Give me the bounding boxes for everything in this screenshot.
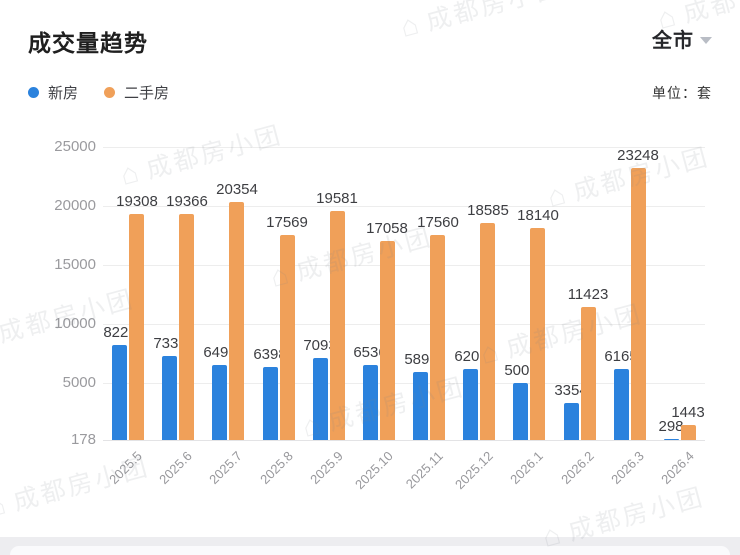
x-tick-label: 2025.5	[106, 448, 145, 488]
bar-new-2025.9[interactable]	[313, 358, 328, 440]
bar-value-label: 7336	[153, 335, 187, 352]
bar-new-2025.10[interactable]	[363, 365, 378, 440]
bar-value-label: 1443	[671, 404, 705, 421]
x-tick-label: 2025.6	[156, 448, 195, 488]
bar-value-label: 17560	[417, 214, 459, 231]
bar-new-2026.4[interactable]	[664, 439, 679, 440]
bar-secondhand-2025.6[interactable]	[179, 214, 194, 440]
legend-row: 新房 二手房 单位：套	[28, 82, 712, 103]
chart-header: 成交量趋势 全市	[28, 24, 712, 58]
bar-secondhand-2025.10[interactable]	[380, 241, 395, 440]
next-section-divider	[0, 537, 740, 555]
bar-new-2026.3[interactable]	[614, 369, 629, 440]
x-tick-label: 2026.3	[608, 448, 647, 488]
next-card-top-edge	[10, 546, 730, 555]
bar-value-label: 20354	[216, 181, 258, 198]
bar-new-2025.5[interactable]	[112, 345, 127, 440]
bar-value-label: 7093	[303, 337, 337, 354]
bar-value-label: 19366	[166, 193, 208, 210]
x-tick-label: 2026.1	[507, 448, 546, 488]
legend-label: 新房	[48, 85, 79, 102]
bar-value-label: 18585	[467, 202, 509, 219]
x-tick-label: 2025.11	[402, 448, 446, 492]
bar-secondhand-2026.4[interactable]	[681, 425, 696, 440]
grid-line	[103, 147, 705, 148]
x-tick-label: 2025.9	[307, 448, 346, 488]
bar-value-label: 5007	[504, 362, 538, 379]
bar-secondhand-2026.1[interactable]	[530, 228, 545, 440]
bar-value-label: 6165	[604, 348, 638, 365]
bar-new-2025.11[interactable]	[413, 372, 428, 440]
region-dropdown-value: 全市	[652, 30, 694, 52]
x-tick-label: 2026.2	[558, 448, 597, 488]
x-tick-label: 2025.10	[352, 448, 396, 493]
bar-value-label: 3354	[554, 382, 588, 399]
y-tick-label: 5000	[62, 374, 96, 391]
bar-new-2026.2[interactable]	[564, 403, 579, 440]
legend-label: 二手房	[124, 85, 170, 102]
bar-secondhand-2025.9[interactable]	[330, 211, 345, 440]
bar-new-2026.1[interactable]	[513, 383, 528, 440]
bar-value-label: 18140	[517, 207, 559, 224]
bar-secondhand-2026.2[interactable]	[581, 307, 596, 440]
y-tick-label: 20000	[54, 197, 96, 214]
legend-dot-blue	[28, 87, 39, 98]
grid-line	[103, 265, 705, 266]
bar-value-label: 19308	[116, 193, 158, 210]
x-tick-label: 2025.8	[257, 448, 296, 488]
region-dropdown[interactable]: 全市	[652, 24, 712, 53]
grid-line	[103, 206, 705, 207]
bar-secondhand-2025.8[interactable]	[280, 235, 295, 440]
bar-value-label: 298	[658, 418, 684, 435]
y-tick-label: 10000	[54, 315, 96, 332]
bar-value-label: 8227	[103, 324, 137, 341]
bar-value-label: 11423	[567, 286, 609, 303]
bar-value-label: 5898	[404, 351, 438, 368]
bar-value-label: 23248	[617, 147, 659, 164]
bar-secondhand-2025.12[interactable]	[480, 223, 495, 440]
bar-new-2025.12[interactable]	[463, 369, 478, 440]
bar-value-label: 17058	[366, 220, 408, 237]
bar-value-label: 19581	[316, 190, 358, 207]
bar-secondhand-2026.3[interactable]	[631, 168, 646, 440]
x-tick-label: 2026.4	[658, 448, 697, 488]
y-tick-label: 15000	[54, 256, 96, 273]
y-tick-label: 25000	[54, 138, 96, 155]
bar-value-label: 17569	[266, 214, 308, 231]
grid-line	[103, 324, 705, 325]
legend-item-secondhand-homes[interactable]: 二手房	[104, 82, 169, 103]
y-tick-label: 178	[70, 431, 96, 448]
x-tick-label: 2025.7	[206, 448, 245, 488]
legend-dot-orange	[104, 87, 116, 98]
x-tick-label: 2025.12	[452, 448, 496, 493]
bar-new-2025.7[interactable]	[212, 365, 227, 440]
bar-new-2025.6[interactable]	[162, 356, 177, 440]
chevron-down-icon	[700, 36, 712, 44]
legend: 新房 二手房	[28, 82, 169, 103]
bar-value-label: 6491	[203, 344, 237, 361]
bar-secondhand-2025.5[interactable]	[129, 214, 144, 440]
legend-item-new-homes[interactable]: 新房	[28, 82, 78, 103]
bar-new-2025.8[interactable]	[263, 367, 278, 440]
bar-secondhand-2025.7[interactable]	[229, 202, 244, 440]
grid-line	[103, 383, 705, 384]
bar-secondhand-2025.11[interactable]	[430, 235, 445, 440]
bar-value-label: 6536	[353, 344, 387, 361]
unit-label: 单位：套	[652, 84, 712, 101]
bar-value-label: 6203	[454, 348, 488, 365]
page-title: 成交量趋势	[28, 30, 148, 56]
bar-value-label: 6398	[253, 346, 287, 363]
grid-line	[103, 440, 705, 441]
